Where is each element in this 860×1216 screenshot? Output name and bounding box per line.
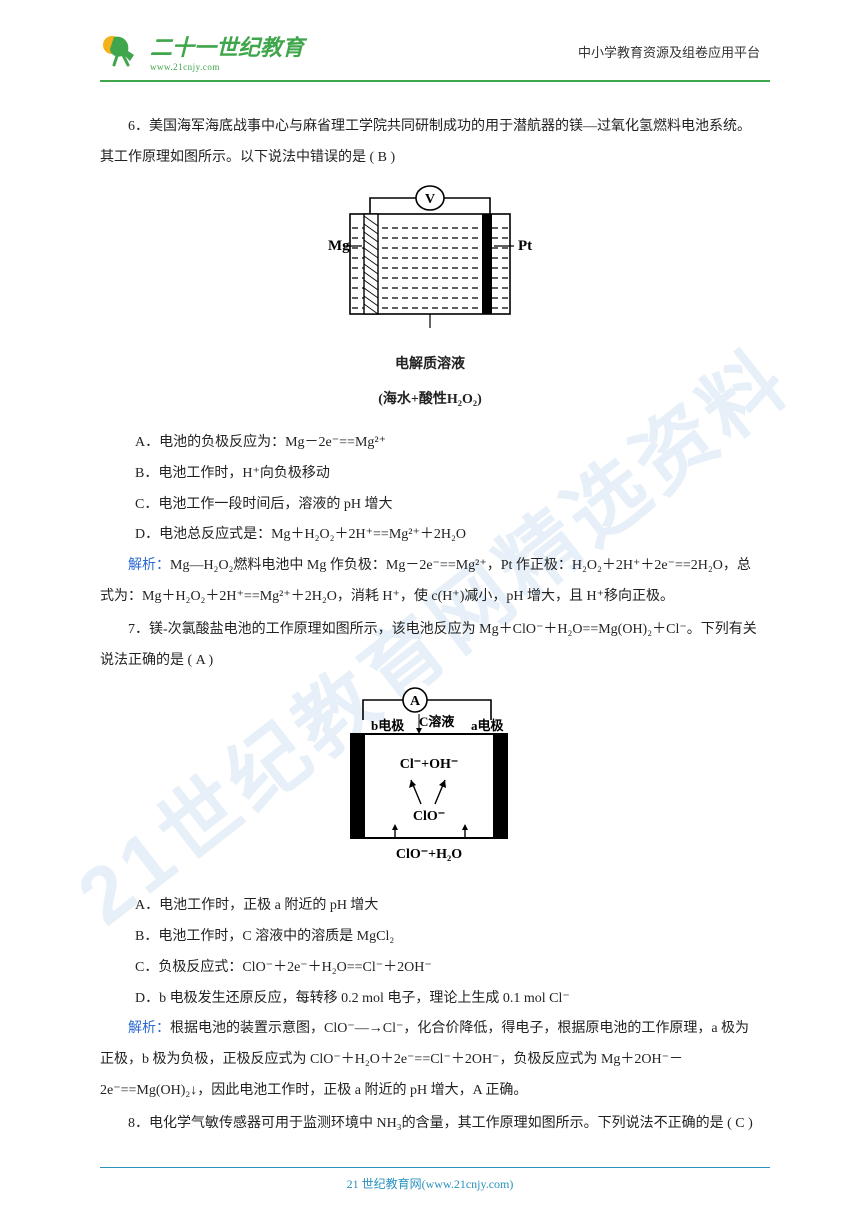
q7-explain-label: 解析： [128, 1021, 170, 1036]
voltmeter-label: V [425, 192, 435, 207]
q8-stem: 8．电化学气敏传感器可用于监测环境中 NH₃的含量，其工作原理如图所示。下列说法… [100, 1109, 760, 1140]
q7-inside1: Cl⁻+OH⁻ [400, 757, 459, 772]
q7-answer: ( A ) [188, 653, 214, 668]
q7-option-c: C．负极反应式：ClO⁻＋2e⁻＋H₂O==Cl⁻＋2OH⁻ [107, 953, 760, 984]
q6-explain: 解析：Mg—H₂O₂燃料电池中 Mg 作负极：Mg－2e⁻==Mg²⁺，Pt 作… [100, 551, 760, 613]
q6-option-c: C．电池工作一段时间后，溶液的 pH 增大 [107, 490, 760, 521]
q7-diagram: A b电极 C溶液 a电极 Cl⁻+OH⁻ ClO⁻ [100, 686, 760, 879]
ammeter-label: A [410, 694, 421, 709]
q7-left-label: b电极 [371, 718, 405, 733]
header-right-text: 中小学教育资源及组卷应用平台 [578, 42, 760, 61]
q6-right-electrode-label: Pt [518, 238, 532, 254]
q6-explain-text: Mg—H₂O₂燃料电池中 Mg 作负极：Mg－2e⁻==Mg²⁺，Pt 作正极：… [100, 558, 751, 604]
q6-diagram: V [100, 184, 760, 416]
page-content: 6．美国海军海底战事中心与麻省理工学院共同研制成功的用于潜航器的镁—过氧化氢燃料… [0, 82, 860, 1140]
q7-explain: 解析：根据电池的装置示意图，ClO⁻—→Cl⁻，化合价降低，得电子，根据原电池的… [100, 1014, 760, 1106]
q7-bottom: ClO⁻+H₂O [396, 847, 462, 862]
footer-text: 21 世纪教育网(www.21cnjy.com) [0, 1175, 860, 1192]
page-header: 二十一世纪教育 www.21cnjy.com 中小学教育资源及组卷应用平台 [0, 0, 860, 80]
q7-option-d: D．b 电极发生还原反应，每转移 0.2 mol 电子，理论上生成 0.1 mo… [107, 984, 760, 1015]
logo-line1: 二十一世纪教育 [150, 30, 304, 62]
q7-right-label: a电极 [471, 718, 505, 733]
logo-text: 二十一世纪教育 www.21cnjy.com [150, 30, 304, 72]
q7-option-b: B．电池工作时，C 溶液中的溶质是 MgCl₂ [107, 922, 760, 953]
q6-stem-text: 6．美国海军海底战事中心与麻省理工学院共同研制成功的用于潜航器的镁—过氧化氢燃料… [100, 119, 751, 165]
q6-answer: ( B ) [370, 150, 396, 165]
q7-option-a: A．电池工作时，正极 a 附近的 pH 增大 [107, 891, 760, 922]
q6-option-a: A．电池的负极反应为：Mg－2e⁻==Mg²⁺ [107, 428, 760, 459]
q6-option-d: D．电池总反应式是：Mg＋H₂O₂＋2H⁺==Mg²⁺＋2H₂O [107, 520, 760, 551]
footer-divider [100, 1167, 770, 1168]
q7-inside2: ClO⁻ [413, 809, 445, 824]
logo: 二十一世纪教育 www.21cnjy.com [100, 30, 304, 72]
q7-mid-label: C溶液 [419, 714, 454, 729]
q8-stem-text: 8．电化学气敏传感器可用于监测环境中 NH₃的含量，其工作原理如图所示。下列说法… [128, 1116, 724, 1131]
q8-answer: ( C ) [727, 1116, 753, 1131]
q7-stem: 7．镁-次氯酸盐电池的工作原理如图所示，该电池反应为 Mg＋ClO⁻＋H₂O==… [100, 615, 760, 677]
q6-explain-label: 解析： [128, 558, 170, 573]
q6-stem: 6．美国海军海底战事中心与麻省理工学院共同研制成功的用于潜航器的镁—过氧化氢燃料… [100, 112, 760, 174]
q6-option-b: B．电池工作时，H⁺向负极移动 [107, 459, 760, 490]
q6-caption-1: 电解质溶液 [100, 350, 760, 381]
q7-explain-text: 根据电池的装置示意图，ClO⁻—→Cl⁻，化合价降低，得电子，根据原电池的工作原… [100, 1021, 749, 1098]
logo-icon [100, 31, 142, 71]
q6-caption-2: (海水+酸性H₂O₂) [100, 385, 760, 416]
logo-line2: www.21cnjy.com [150, 62, 304, 72]
